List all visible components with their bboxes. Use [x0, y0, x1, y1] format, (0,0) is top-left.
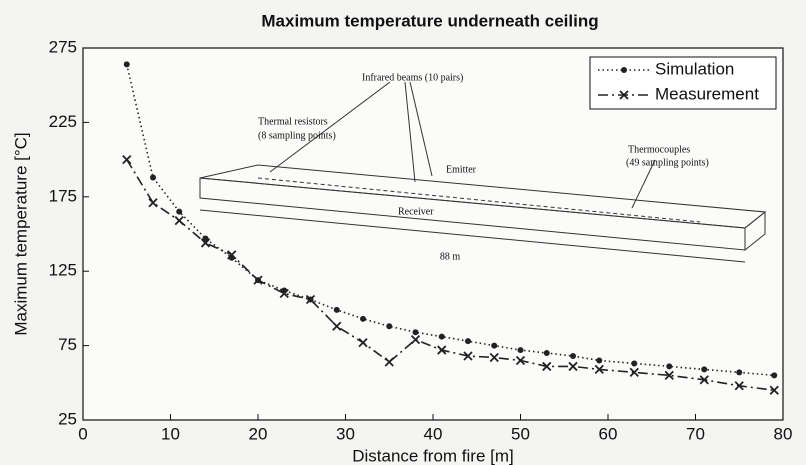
annotation: 88 m [440, 251, 461, 262]
marker [666, 363, 673, 370]
annotation: Emitter [446, 164, 477, 175]
marker [253, 275, 263, 285]
marker [200, 238, 211, 248]
pointer [269, 81, 391, 173]
marker [699, 375, 709, 385]
y-tick-label: 125 [49, 261, 77, 280]
marker [769, 385, 779, 395]
y-tick-label: 275 [49, 37, 77, 56]
pointer [409, 81, 433, 177]
annotation: Infrared beams (10 pairs) [362, 72, 463, 83]
pointer [404, 81, 416, 183]
marker [465, 338, 471, 345]
marker [358, 337, 368, 348]
marker [596, 357, 603, 364]
x-tick-label: 80 [774, 424, 793, 443]
series-line [126, 159, 775, 392]
pointer [631, 159, 656, 209]
marker [489, 352, 499, 363]
marker [629, 367, 639, 378]
marker [438, 333, 445, 340]
legend-box [589, 56, 777, 110]
marker [736, 369, 743, 376]
marker [631, 360, 638, 367]
legend-label: Simulation [655, 59, 734, 78]
annotation: (8 sampling points) [258, 130, 336, 141]
x-tick-label: 30 [336, 424, 355, 443]
box-side [744, 210, 766, 252]
marker [701, 366, 708, 373]
marker [279, 288, 289, 299]
y-tick-label: 175 [49, 186, 77, 205]
x-tick-label: 50 [511, 424, 530, 443]
marker [148, 198, 158, 208]
marker [412, 329, 419, 336]
marker [771, 372, 778, 379]
marker [202, 235, 209, 242]
marker [360, 315, 366, 322]
y-tick-label: 225 [49, 112, 77, 131]
marker [410, 335, 421, 345]
marker [332, 321, 342, 331]
marker [333, 306, 340, 313]
y-axis-label: Maximum temperature [°C] [11, 132, 30, 335]
dimension-line [199, 209, 746, 263]
marker [619, 90, 629, 100]
marker [664, 370, 674, 380]
chart-title: Maximum temperature underneath ceiling [261, 11, 598, 30]
annotation: Thermal resistors [258, 116, 328, 127]
legend-label: Measurement [655, 84, 759, 103]
marker [437, 345, 447, 355]
marker [734, 381, 744, 391]
y-tick-label: 25 [58, 409, 77, 428]
marker [176, 208, 183, 215]
marker [515, 355, 526, 366]
marker [123, 61, 130, 68]
marker [543, 350, 550, 357]
marker [174, 215, 184, 226]
annotation: Receiver [398, 206, 434, 217]
marker [594, 364, 604, 375]
marker [227, 250, 237, 260]
marker [568, 361, 578, 372]
x-axis-label: Distance from fire [m] [352, 446, 514, 465]
y-tick-label: 75 [58, 335, 77, 354]
inset-diagram [199, 81, 767, 263]
plot-area [82, 47, 784, 421]
marker [384, 357, 394, 367]
x-tick-label: 40 [424, 424, 443, 443]
marker [386, 323, 393, 330]
marker [570, 353, 576, 360]
marker [491, 342, 498, 349]
marker [621, 67, 627, 73]
marker [517, 347, 524, 354]
legend: Simulation Measurement [589, 56, 777, 110]
marker [542, 361, 552, 372]
marker [150, 174, 156, 181]
x-tick-label: 60 [599, 424, 618, 443]
marker [463, 351, 473, 361]
x-tick-label: 10 [161, 424, 180, 443]
x-tick-label: 20 [249, 424, 268, 443]
marker [122, 154, 132, 165]
x-tick-label: 70 [686, 424, 705, 443]
x-tick-label: 0 [78, 424, 87, 443]
marker [305, 294, 316, 305]
annotation: (49 sampling points) [626, 157, 709, 168]
annotation: Thermocouples [628, 144, 690, 155]
